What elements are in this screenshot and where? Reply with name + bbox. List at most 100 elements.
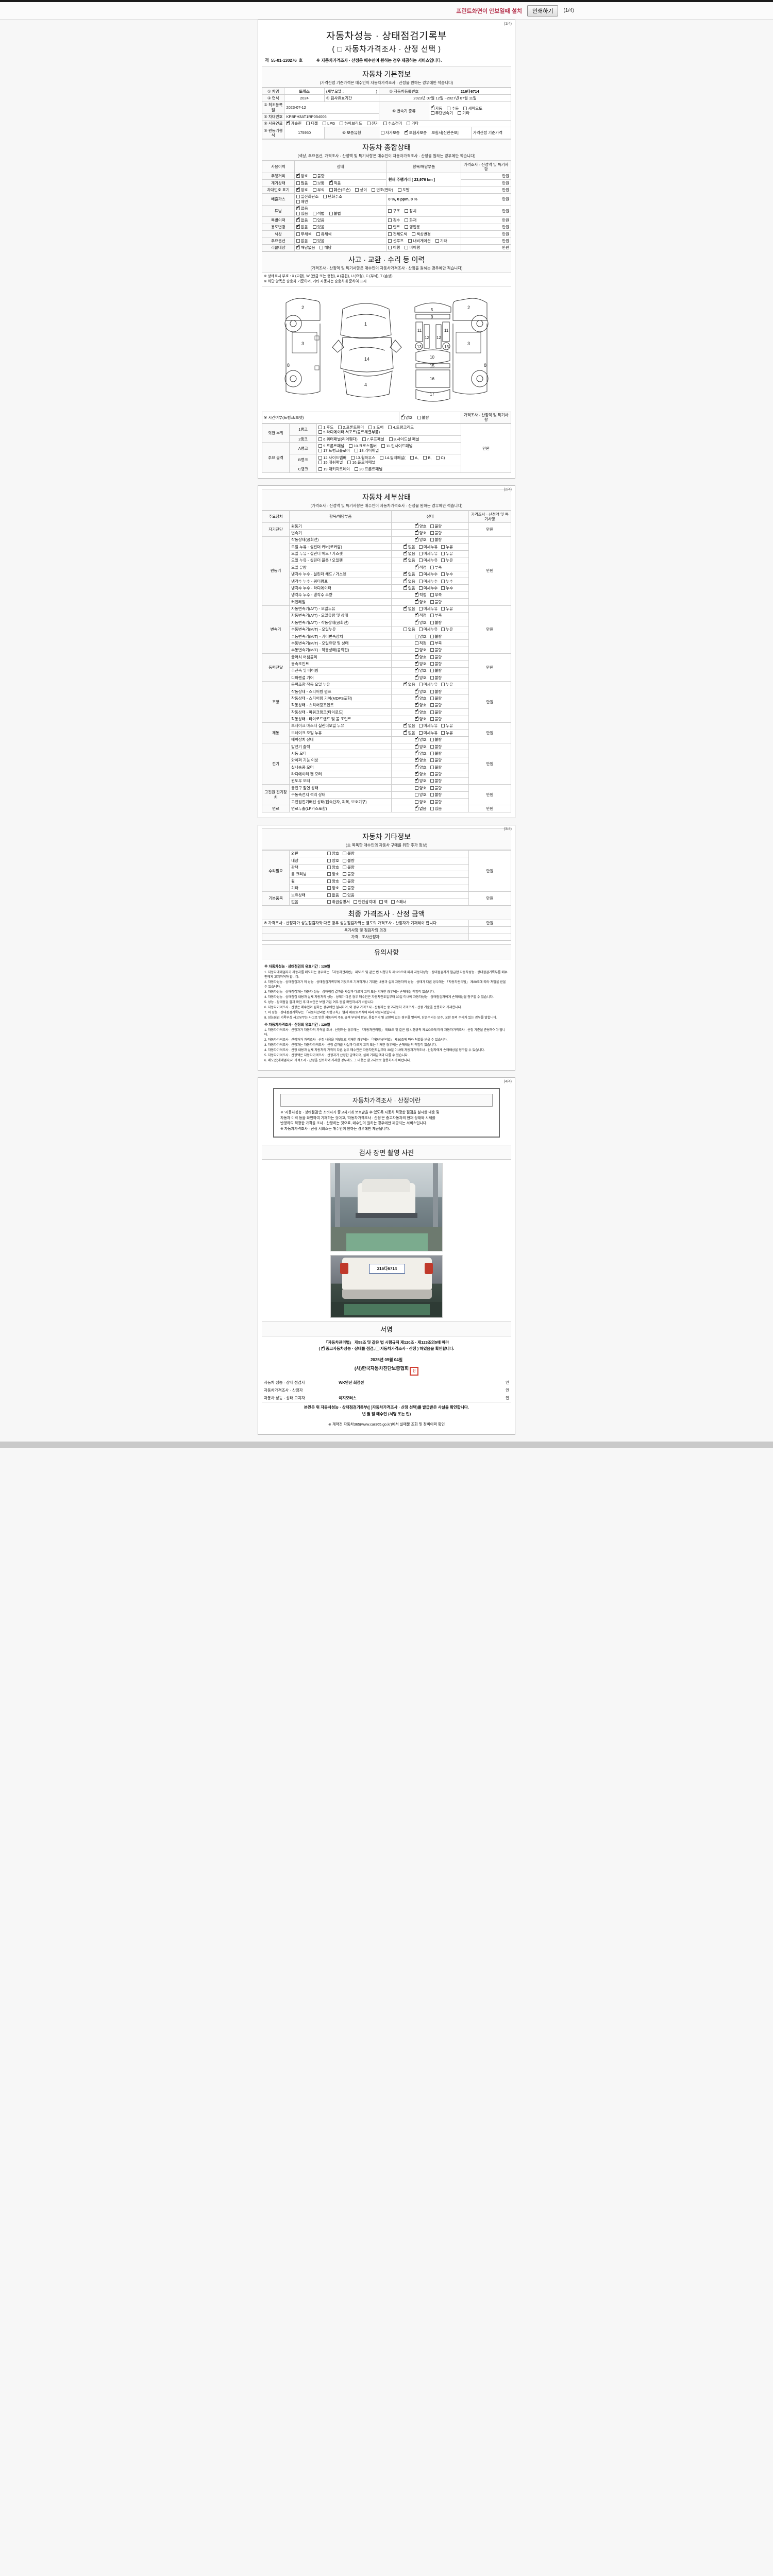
checkbox-detail-1[interactable] [430, 717, 434, 721]
lock-bad[interactable]: 불량 [417, 415, 429, 420]
detail-opt-1[interactable]: 불량 [430, 751, 442, 756]
checkbox-detail-0[interactable] [414, 750, 419, 755]
checkbox-other-0[interactable] [327, 872, 331, 876]
part-cross-member[interactable]: 10.크로스멤버 [349, 444, 377, 448]
checkbox-lpg[interactable] [323, 122, 327, 126]
tuning-yes[interactable]: 있음 [296, 211, 308, 216]
part-pillar-panel[interactable]: 14.필러패널( [380, 455, 406, 460]
checkbox-recall-na[interactable] [296, 244, 300, 250]
checkbox-detail-0[interactable] [414, 536, 419, 542]
sunroof[interactable]: 선루프 [388, 239, 404, 243]
detail-opt-1[interactable]: 불량 [430, 765, 442, 770]
other-opt-0[interactable]: 취급설명서 [327, 900, 350, 904]
tuning-device[interactable]: 장치 [405, 209, 416, 213]
checkbox-detail-0[interactable] [403, 557, 408, 563]
checkbox-detail-1[interactable] [418, 579, 423, 583]
checkbox-detail-1[interactable] [430, 634, 434, 638]
checkbox-front-panel-2[interactable] [355, 467, 359, 471]
emission-co[interactable]: 일산화탄소 [296, 194, 318, 199]
checkbox-detail-1[interactable] [418, 552, 423, 556]
part-front-panel-2[interactable]: 20.프론트패널 [355, 467, 382, 471]
checkbox-self-warranty[interactable] [380, 131, 384, 135]
checkbox-detail-1[interactable] [418, 586, 423, 590]
detail-opt-1[interactable]: 불량 [430, 634, 442, 639]
detail-opt-1[interactable]: 불량 [430, 537, 442, 542]
checkbox-co[interactable] [296, 195, 300, 199]
detail-opt-0[interactable]: 적정 [414, 564, 427, 570]
checkbox-performance-check[interactable] [321, 1345, 325, 1351]
checkbox-sunroof[interactable] [388, 239, 392, 243]
checkbox-detail-0[interactable] [403, 550, 408, 556]
pillar-a[interactable]: A, [410, 455, 418, 460]
checkbox-detail-0[interactable] [403, 605, 408, 611]
detail-opt-0[interactable]: 양호 [414, 660, 427, 666]
checkbox-hood[interactable] [318, 425, 323, 429]
checkbox-other-0[interactable] [327, 879, 331, 883]
flood[interactable]: 침수 [388, 218, 400, 223]
detail-opt-1[interactable]: 불량 [430, 792, 442, 797]
detail-opt-0[interactable]: 양호 [414, 522, 427, 529]
other-opt-1[interactable]: 불량 [342, 879, 355, 884]
checkbox-detail-0[interactable] [403, 571, 408, 577]
checkbox-detail-1[interactable] [430, 806, 434, 810]
detail-opt-1[interactable]: 미세누유 [418, 606, 438, 611]
checkbox-other-1[interactable] [342, 886, 346, 890]
checkbox-detail-0[interactable] [403, 729, 408, 735]
other-opt-1[interactable]: 있음 [342, 893, 355, 897]
checkbox-detail-1[interactable] [430, 675, 434, 680]
part-side-member[interactable]: 12.사이드멤버 [318, 455, 346, 460]
vin-corrosion[interactable]: 부식 [312, 188, 325, 192]
checkbox-detail-2[interactable] [441, 607, 445, 611]
detail-opt-1[interactable]: 불량 [430, 524, 442, 529]
trans-opt-manual[interactable]: 수동 [447, 106, 459, 111]
fuel-opt-gasoline[interactable]: 가솔린 [286, 120, 301, 126]
checkbox-fuel-etc[interactable] [407, 122, 411, 126]
checkbox-mileage-bad[interactable] [312, 174, 316, 178]
checkbox-detail-1[interactable] [430, 800, 434, 804]
checkbox-opt-yes[interactable] [312, 239, 316, 243]
checkbox-tuning-none[interactable] [296, 205, 300, 211]
lock-good[interactable]: 양호 [400, 414, 412, 420]
checkbox-detail-0[interactable] [414, 793, 418, 797]
detail-opt-1[interactable]: 불량 [430, 531, 442, 535]
detail-opt-1[interactable]: 불량 [430, 662, 442, 666]
checkbox-hydrogen[interactable] [383, 122, 387, 126]
checkbox-semi[interactable] [463, 106, 467, 110]
checkbox-wheel-house[interactable] [351, 455, 355, 460]
checkbox-detail-0[interactable] [414, 598, 419, 604]
vin-good[interactable]: 양호 [296, 187, 308, 192]
detail-opt-0[interactable]: 양호 [414, 529, 427, 535]
other-opt-1[interactable]: 불량 [342, 865, 355, 870]
detail-opt-0[interactable]: 양호 [414, 777, 427, 783]
checkbox-mileage-good[interactable] [296, 173, 300, 178]
vin-altered[interactable]: 변조(변타) [372, 188, 393, 192]
other-opt-0[interactable]: 양호 [327, 858, 339, 863]
tuning-none[interactable]: 없음 [296, 205, 308, 211]
checkbox-floor-panel[interactable] [347, 461, 351, 465]
checkbox-pillar-a[interactable] [410, 455, 414, 460]
part-trunk-floor[interactable]: 17.트렁크플로어 [318, 448, 350, 453]
detail-opt-2[interactable]: 누수 [441, 586, 453, 590]
detail-opt-0[interactable]: 양호 [414, 757, 427, 762]
checkbox-detail-1[interactable] [418, 731, 423, 735]
color-achromatic[interactable]: 무채색 [296, 232, 311, 236]
checkbox-detail-1[interactable] [430, 765, 434, 769]
checkbox-other-0[interactable] [327, 852, 331, 856]
usechange-yes[interactable]: 있음 [312, 225, 325, 229]
checkbox-detail-0[interactable] [403, 722, 408, 728]
checkbox-detail-0[interactable] [414, 771, 419, 776]
checkbox-detail-0[interactable] [414, 694, 419, 700]
checkbox-detail-1[interactable] [430, 786, 434, 790]
detail-opt-0[interactable]: 없음 [403, 584, 415, 590]
pillar-c[interactable]: C) [436, 455, 445, 460]
vin-damage[interactable]: 훼손(오손) [329, 188, 350, 192]
checkbox-detail-1[interactable] [430, 703, 434, 707]
other-opt-2[interactable]: 잭 [379, 900, 388, 904]
checkbox-hc[interactable] [323, 195, 327, 199]
other-opt-1[interactable]: 안전삼각대 [353, 900, 376, 904]
detail-opt-2[interactable]: 누유 [441, 731, 453, 735]
recall-yes[interactable]: 해당 [320, 245, 331, 250]
detail-opt-0[interactable]: 양호 [414, 750, 427, 756]
checkbox-roof-panel[interactable] [362, 437, 366, 441]
detail-opt-0[interactable]: 적정 [414, 612, 427, 618]
